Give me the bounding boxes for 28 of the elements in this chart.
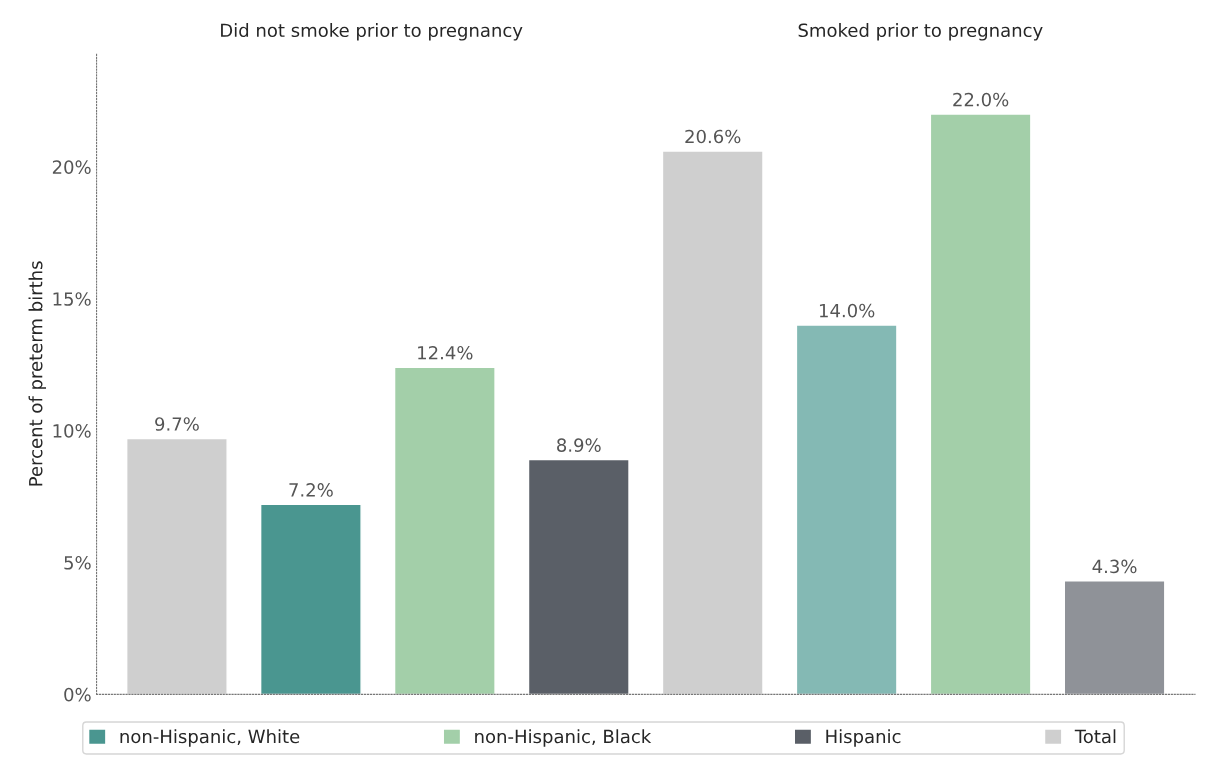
data-label: 22.0%	[953, 92, 1009, 107]
bar	[661, 150, 764, 695]
data-label: 7.2%	[289, 483, 333, 497]
y-tick-label: 20%	[52, 160, 91, 174]
y-axis-title: Percent of preterm births	[28, 261, 47, 486]
legend-label: non-Hispanic, Black	[475, 729, 652, 747]
bar	[259, 503, 362, 695]
legend-label: non-Hispanic, White	[120, 729, 300, 747]
data-label: 9.7%	[155, 417, 199, 431]
legend-label: Hispanic	[826, 729, 901, 747]
legend-label: Total	[1074, 729, 1116, 744]
data-label: 20.6%	[685, 129, 741, 144]
bar	[795, 324, 898, 695]
y-tick-label: 10%	[53, 424, 91, 438]
text: Did not smoke prior to pregnancy	[221, 23, 523, 41]
bar	[126, 437, 228, 695]
y-tick-label: 0%	[64, 687, 91, 702]
bar	[393, 366, 496, 695]
y-tick-label: 5%	[64, 555, 91, 570]
data-label: 8.9%	[557, 438, 601, 452]
bar	[929, 113, 1032, 695]
bar	[1063, 580, 1166, 695]
data-label: 4.3%	[1092, 559, 1137, 574]
data-label: 14.0%	[819, 303, 875, 318]
data-label: 12.4%	[418, 345, 473, 360]
bar	[527, 458, 630, 695]
text: Smoked prior to pregnancy	[798, 23, 1043, 41]
y-tick-label: 15%	[53, 292, 91, 306]
